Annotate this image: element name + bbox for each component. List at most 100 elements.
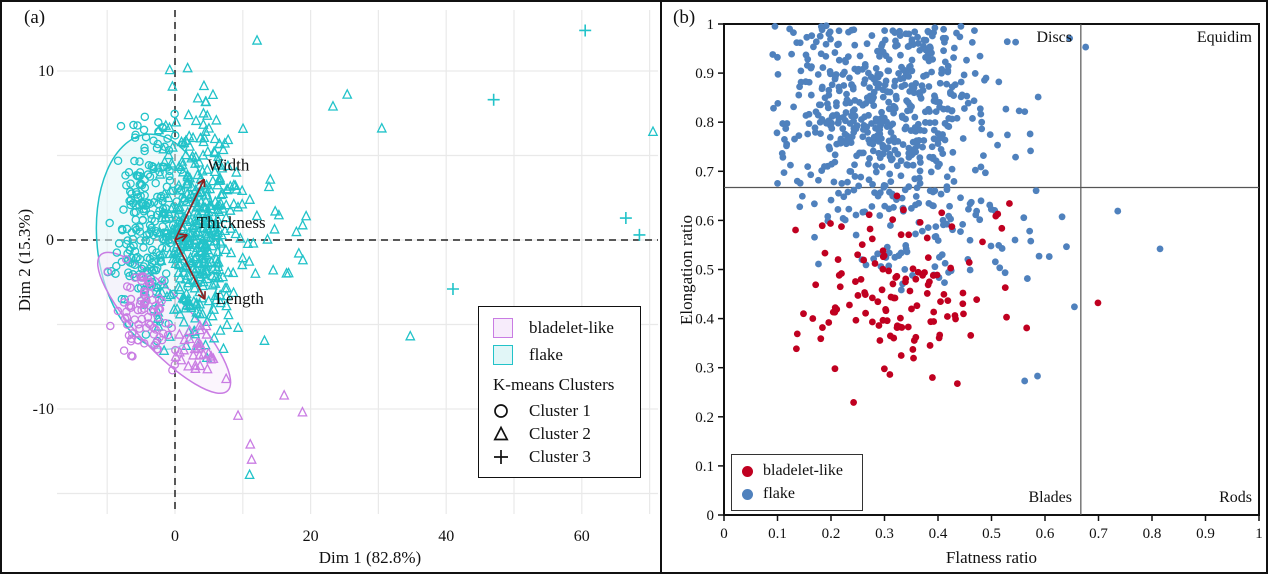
data-point [916, 218, 924, 226]
data-point [906, 62, 914, 70]
data-point [197, 308, 208, 319]
data-point [852, 211, 860, 219]
data-point [140, 288, 149, 297]
data-point [908, 36, 916, 44]
data-point [872, 65, 880, 72]
data-point [116, 121, 126, 131]
data-point [181, 240, 192, 252]
data-point [972, 211, 980, 219]
data-point [930, 318, 938, 325]
data-point [901, 266, 909, 273]
data-point [905, 30, 913, 38]
data-point [868, 318, 876, 326]
data-point [930, 135, 938, 143]
data-point [129, 208, 139, 217]
data-point [198, 118, 209, 129]
data-point [797, 78, 805, 86]
data-point [909, 161, 917, 169]
quadrant-label-blades: Blades [1028, 489, 1072, 506]
data-point [1082, 43, 1090, 51]
data-point [170, 350, 181, 361]
data-point [995, 78, 1003, 86]
data-point [938, 209, 946, 217]
data-point [1156, 245, 1164, 253]
data-point [930, 202, 937, 210]
data-point [885, 262, 893, 270]
data-point [168, 247, 179, 258]
data-point [805, 110, 813, 118]
data-point [860, 256, 868, 264]
data-point [781, 136, 788, 143]
data-point [105, 218, 114, 228]
data-point [228, 286, 239, 298]
data-point [868, 32, 876, 39]
data-point [911, 113, 919, 121]
data-point [231, 166, 242, 177]
data-point [1002, 105, 1010, 113]
data-point [881, 27, 889, 34]
svg-text:20: 20 [303, 528, 319, 545]
legend-item-cluster-2: Cluster 2 [493, 424, 640, 444]
data-point [817, 130, 824, 138]
data-point [156, 254, 167, 266]
svg-text:0.8: 0.8 [1143, 526, 1162, 542]
data-point [135, 255, 145, 264]
data-point [948, 165, 956, 173]
data-point [831, 158, 839, 166]
data-point [852, 231, 860, 239]
data-point [178, 239, 189, 250]
data-point [971, 166, 979, 174]
data-point [814, 71, 822, 78]
data-point [914, 33, 921, 41]
data-point [198, 200, 209, 212]
data-point [977, 163, 985, 171]
arrow-label-length: Length [216, 289, 265, 308]
data-point [897, 157, 905, 165]
data-point [181, 187, 193, 199]
data-point [957, 228, 964, 236]
data-point [889, 27, 897, 35]
data-point [191, 217, 203, 228]
data-point [897, 286, 905, 294]
legend-label: flake [529, 345, 563, 364]
data-point [230, 179, 241, 190]
data-point [910, 354, 917, 362]
data-point [957, 78, 965, 86]
data-point [153, 345, 163, 354]
data-point [181, 195, 192, 207]
data-point [835, 118, 842, 126]
svg-text:0: 0 [46, 232, 54, 249]
data-point [297, 406, 308, 417]
data-point [965, 259, 973, 266]
data-point [167, 80, 178, 91]
data-point [293, 247, 305, 258]
data-point [790, 103, 797, 111]
data-point [898, 83, 906, 90]
data-point [212, 245, 224, 257]
data-point [846, 301, 853, 309]
data-point [963, 56, 970, 64]
data-point [921, 119, 929, 126]
data-point [170, 131, 180, 140]
data-point [930, 126, 938, 134]
quadrant-label-equidim: Equidim [1196, 29, 1252, 46]
data-point [846, 74, 853, 82]
data-point [769, 51, 777, 58]
data-point [966, 200, 974, 208]
data-point [825, 117, 833, 125]
data-point [117, 257, 127, 267]
data-point [834, 256, 842, 263]
data-point [914, 268, 922, 276]
data-point [976, 52, 984, 60]
data-point [876, 337, 884, 344]
data-point [157, 247, 168, 259]
panel-a-x-axis-title: Dim 1 (82.8%) [318, 548, 422, 567]
data-point [906, 287, 914, 295]
data-point [173, 179, 185, 190]
data-point [886, 332, 894, 340]
data-point [905, 231, 913, 239]
data-point [210, 252, 222, 264]
data-point [916, 159, 924, 166]
data-point [189, 234, 200, 245]
data-point [1045, 253, 1053, 260]
